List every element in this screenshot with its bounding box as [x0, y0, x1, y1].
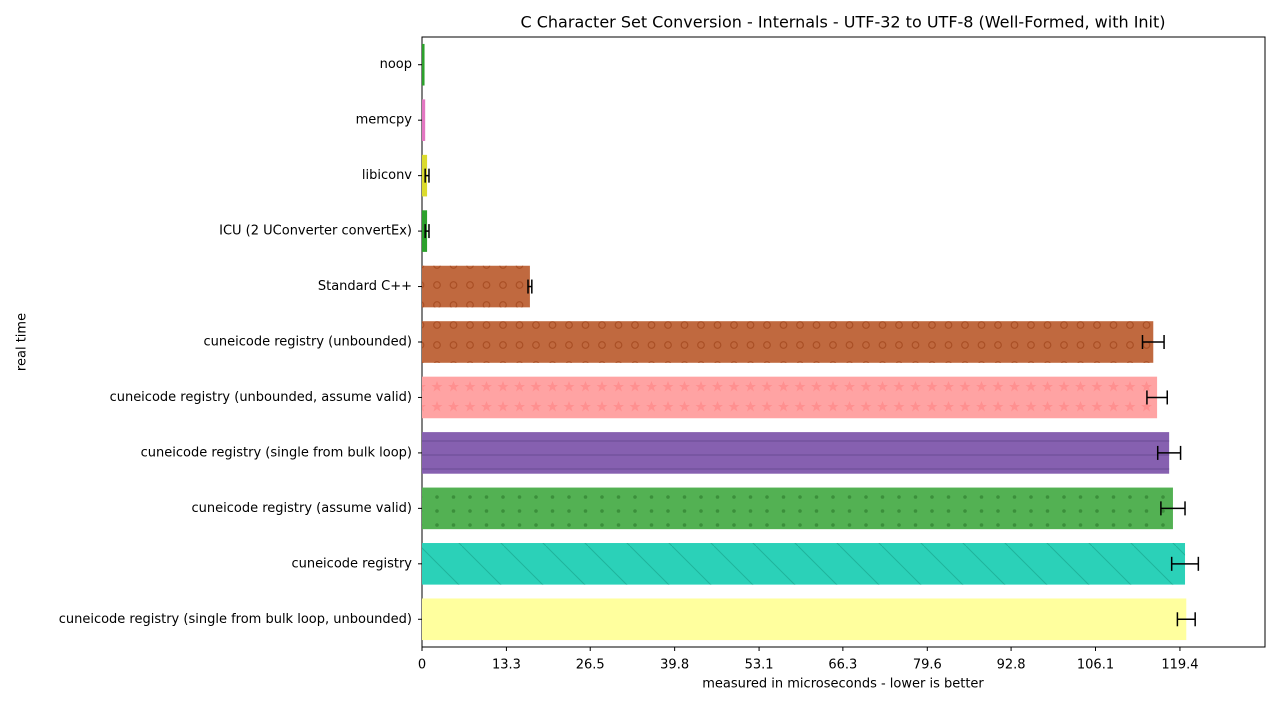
x-tick-label: 92.8 — [997, 658, 1026, 673]
bar-pattern — [422, 543, 1186, 585]
y-tick-label: cuneicode registry — [291, 556, 412, 571]
y-tick-label: cuneicode registry (assume valid) — [191, 501, 412, 516]
y-tick-label: libiconv — [362, 168, 412, 183]
bar-pattern — [422, 265, 530, 308]
x-tick-label: 0 — [418, 658, 426, 673]
bar-pattern — [422, 432, 1170, 474]
bar-pattern — [422, 321, 1154, 363]
y-tick-label: ICU (2 UConverter convertEx) — [219, 224, 412, 239]
x-axis-label: measured in microseconds - lower is bett… — [702, 677, 984, 692]
x-tick-label: 119.4 — [1161, 658, 1198, 673]
x-tick-label: 53.1 — [745, 658, 774, 673]
y-tick-label: cuneicode registry (single from bulk loo… — [59, 612, 412, 627]
bar — [422, 99, 426, 141]
y-tick-label: memcpy — [356, 113, 413, 128]
bar — [422, 598, 1187, 641]
y-tick-label: Standard C++ — [318, 279, 412, 294]
x-tick-label: 39.8 — [660, 658, 689, 673]
y-axis-label: real time — [15, 313, 30, 371]
x-tick-label: 26.5 — [576, 658, 605, 673]
bar-pattern — [422, 487, 1173, 530]
x-tick-label: 13.3 — [492, 658, 521, 673]
y-tick-label: cuneicode registry (single from bulk loo… — [141, 445, 412, 460]
x-tick-label: 79.6 — [913, 658, 942, 673]
y-tick-label: cuneicode registry (unbounded, assume va… — [110, 390, 412, 405]
bar — [422, 43, 425, 86]
x-tick-label: 106.1 — [1077, 658, 1114, 673]
y-tick-label: noop — [380, 57, 412, 72]
bar-pattern — [422, 376, 1158, 419]
x-tick-label: 66.3 — [828, 658, 857, 673]
y-tick-label: cuneicode registry (unbounded) — [204, 335, 413, 350]
chart-title: C Character Set Conversion - Internals -… — [520, 13, 1165, 32]
